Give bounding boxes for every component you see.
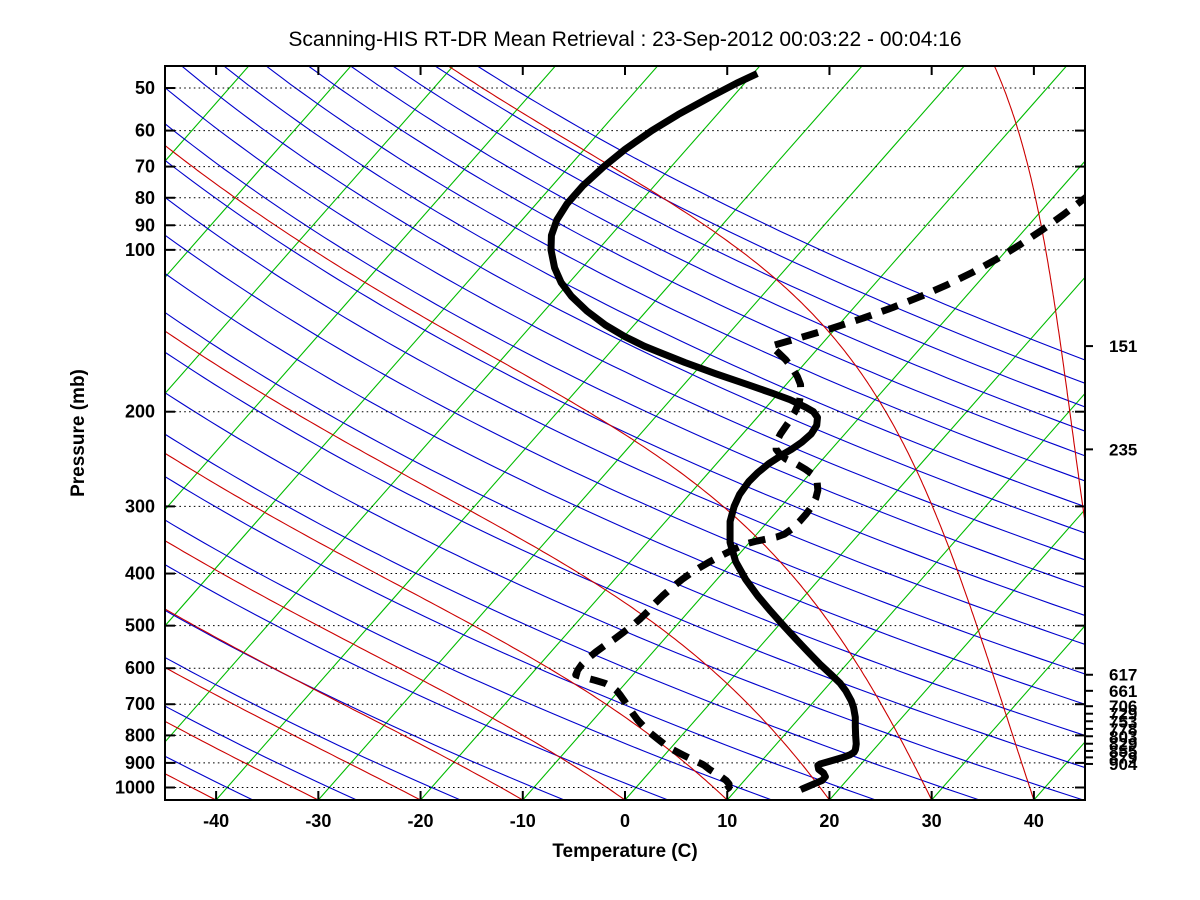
moist-adiabat-line [0, 563, 114, 800]
right-level-label: 879 [1109, 748, 1137, 767]
right-level-label: 904 [1109, 755, 1138, 774]
background-lines [0, 66, 1200, 800]
y-tick-label: 80 [135, 188, 155, 208]
moist-adiabat-line [165, 330, 830, 800]
dry-adiabat-line [434, 66, 1085, 384]
data-curves [547, 70, 1085, 793]
moist-adiabat-line [165, 720, 319, 800]
right-level-label: 829 [1109, 735, 1137, 754]
moist-adiabat-line [165, 773, 217, 800]
dry-adiabat-line [181, 66, 1085, 534]
dry-adiabat-line [165, 234, 1085, 675]
y-tick-label: 400 [125, 564, 155, 584]
chart-title: Scanning-HIS RT-DR Mean Retrieval : 23-S… [288, 28, 961, 51]
y-tick-label: 500 [125, 616, 155, 636]
right-level-label: 855 [1109, 742, 1137, 761]
dry-adiabat-line [265, 66, 1085, 482]
isotherm-line [165, 66, 454, 395]
right-level-label: 778 [1109, 720, 1137, 739]
isotherm-line [165, 66, 761, 743]
isotherm-line [931, 624, 1085, 800]
isotherm-line [0, 66, 44, 800]
y-tick-label: 300 [125, 496, 155, 516]
right-level-label: 729 [1109, 705, 1137, 724]
dry-adiabat-line [165, 392, 1084, 800]
y-tick-label: 50 [135, 78, 155, 98]
dry-adiabat-line [165, 609, 565, 800]
moist-adiabat-line [165, 452, 728, 800]
x-tick-label: 40 [1024, 811, 1044, 831]
moist-adiabat-line [447, 66, 1035, 800]
dry-adiabat-line [165, 311, 1085, 737]
right-level-label: 235 [1109, 440, 1137, 459]
y-tick-label: 200 [125, 402, 155, 422]
moist-adiabat-line [993, 66, 1085, 526]
x-tick-label: 0 [620, 811, 630, 831]
dewpoint-profile-line [572, 193, 1085, 793]
moist-adiabat-line [165, 540, 626, 800]
temperature-profile-line [547, 70, 860, 793]
right-level-label: 617 [1109, 666, 1137, 685]
dry-adiabat-line [165, 123, 1085, 588]
dry-adiabat-line [165, 351, 1085, 769]
x-tick-label: -10 [510, 811, 536, 831]
dry-adiabat-line [308, 66, 1085, 457]
isotherm-line [165, 66, 658, 627]
moist-adiabat-line [165, 666, 421, 800]
right-level-label: 706 [1109, 697, 1137, 716]
y-axis-label: Pressure (mb) [68, 369, 89, 497]
moist-adiabat-line [165, 608, 524, 800]
dry-adiabat-line [165, 705, 357, 800]
plot-frame [164, 65, 1086, 801]
dry-adiabat-line [0, 604, 45, 800]
x-tick-label: 20 [819, 811, 839, 831]
y-tick-label: 700 [125, 694, 155, 714]
isotherm-line [829, 508, 1085, 800]
x-axis-label: Temperature (C) [552, 841, 697, 862]
moist-adiabat-line [165, 144, 933, 800]
right-level-label: 803 [1109, 727, 1137, 746]
y-tick-label: 60 [135, 121, 155, 141]
right-level-label: 151 [1109, 337, 1137, 356]
x-tick-label: 10 [717, 811, 737, 831]
moist-adiabat-line [0, 625, 12, 800]
dry-adiabat-line [165, 159, 1085, 617]
isotherm-line [1136, 66, 1200, 800]
isotherm-line [317, 66, 965, 800]
x-tick-label: -30 [305, 811, 331, 831]
dry-adiabat-line [350, 66, 1085, 432]
dry-adiabat-line [223, 66, 1085, 508]
x-tick-label: -20 [408, 811, 434, 831]
isotherm-line [522, 160, 1085, 800]
isotherm-line [165, 66, 352, 279]
right-level-label: 661 [1109, 682, 1137, 701]
isotherm-line [624, 276, 1085, 800]
y-tick-label: 900 [125, 753, 155, 773]
dry-adiabat-line [165, 433, 980, 800]
x-tick-label: -40 [203, 811, 229, 831]
dry-adiabat-line [165, 519, 773, 800]
y-tick-label: 1000 [115, 777, 155, 797]
dry-adiabat-line [165, 475, 876, 800]
isotherm-line [420, 66, 1067, 800]
x-tick-label: 30 [922, 811, 942, 831]
dry-adiabat-line [165, 272, 1085, 705]
y-tick-label: 600 [125, 658, 155, 678]
y-tick-label: 100 [125, 240, 155, 260]
y-tick-label: 70 [135, 157, 155, 177]
dry-adiabat-line [165, 564, 669, 800]
dry-adiabat-line [392, 66, 1085, 408]
dry-adiabat-line [165, 86, 1085, 561]
right-level-label: 753 [1109, 712, 1137, 731]
isotherm-line [215, 66, 863, 800]
y-tick-label: 800 [125, 725, 155, 745]
y-tick-label: 90 [135, 215, 155, 235]
dry-adiabat-line [165, 656, 461, 800]
dry-adiabat-line [477, 66, 1085, 361]
dry-adiabat-line [165, 196, 1085, 645]
